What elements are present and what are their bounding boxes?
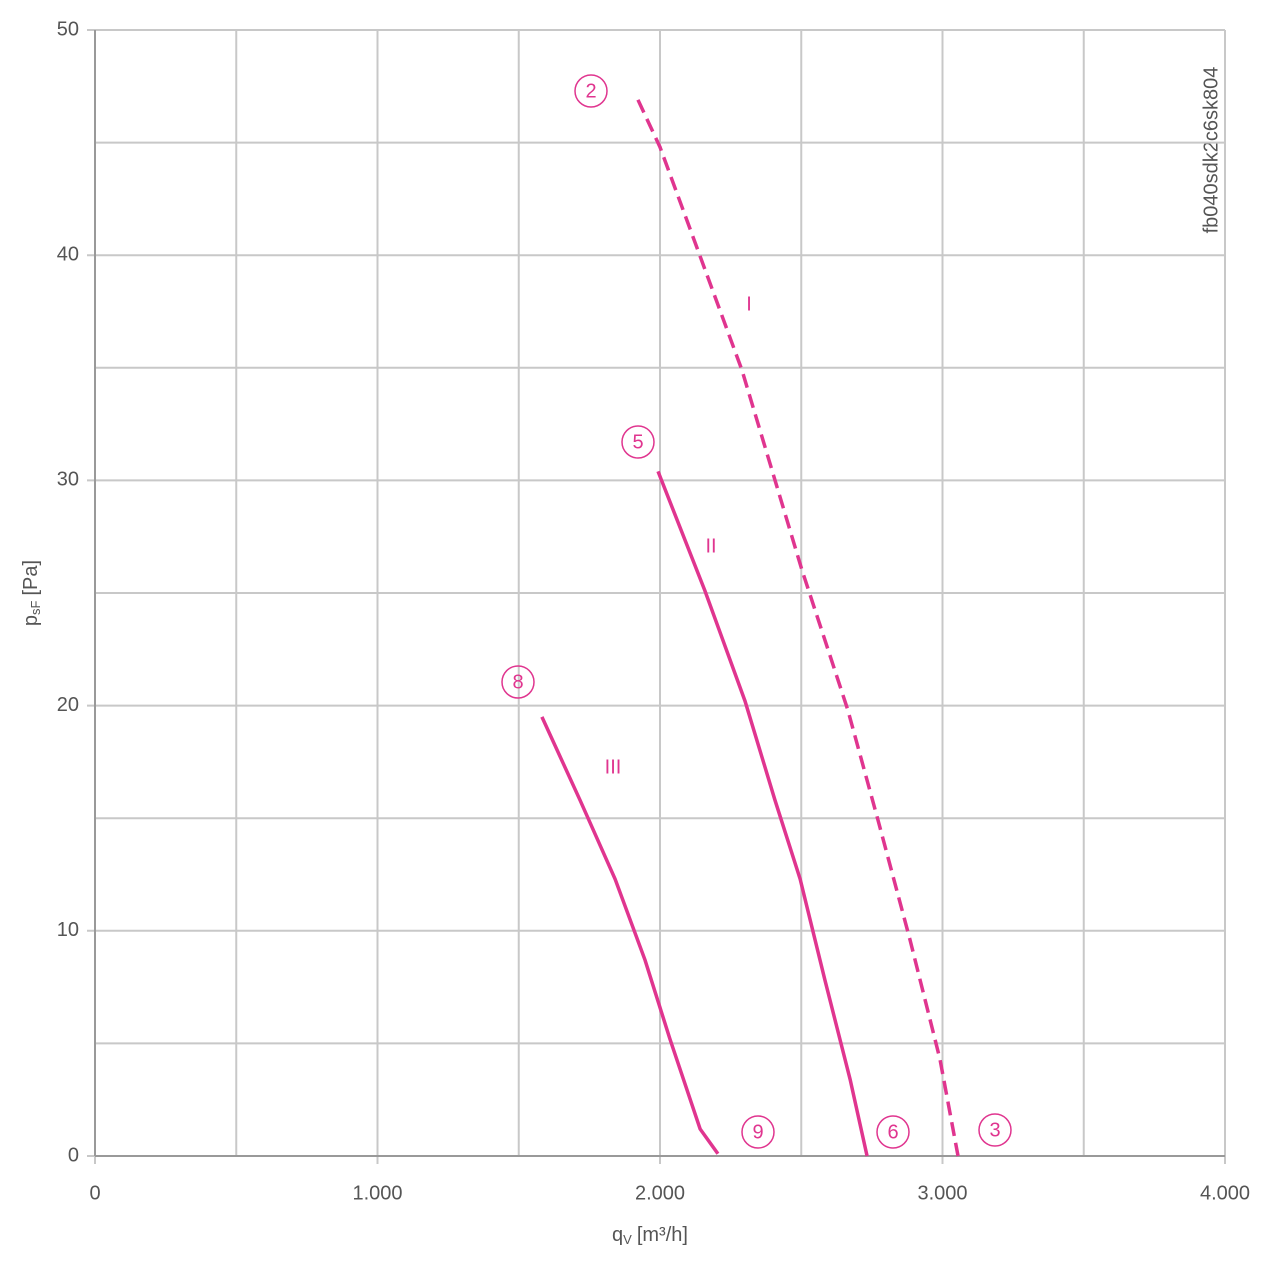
x-label-unit: [m³/h] bbox=[637, 1224, 688, 1246]
y-tick-label: 40 bbox=[57, 243, 79, 265]
fan-curve bbox=[656, 470, 869, 1157]
curve-label: I bbox=[746, 293, 752, 315]
x-tick-label: 3.000 bbox=[917, 1182, 967, 1204]
point-marker bbox=[501, 665, 535, 699]
point-marker bbox=[978, 1113, 1012, 1147]
y-tick-label: 50 bbox=[57, 18, 79, 40]
fan-curve bbox=[636, 99, 960, 1157]
point-label: 6 bbox=[887, 1121, 898, 1143]
point-marker bbox=[574, 74, 608, 108]
y-label-unit: [Pa] bbox=[20, 560, 42, 596]
x-tick-label: 1.000 bbox=[352, 1182, 402, 1204]
x-tick-label: 4.000 bbox=[1200, 1182, 1250, 1204]
y-tick-label: 20 bbox=[57, 694, 79, 716]
y-tick-label: 10 bbox=[57, 919, 79, 941]
y-label-main: p bbox=[20, 615, 42, 626]
point-label: 8 bbox=[512, 671, 523, 693]
side-code: fb040sdk2c6sk804 bbox=[1200, 67, 1222, 234]
point-label: 3 bbox=[989, 1119, 1000, 1141]
y-axis-label: psF [Pa] bbox=[20, 560, 43, 626]
x-tick-label: 2.000 bbox=[635, 1182, 685, 1204]
point-label: 5 bbox=[632, 431, 643, 453]
y-label-sub: sF bbox=[28, 600, 43, 615]
point-marker bbox=[741, 1115, 775, 1149]
x-tick-label: 0 bbox=[89, 1182, 100, 1204]
x-label-sub: V bbox=[623, 1232, 632, 1247]
point-marker bbox=[876, 1115, 910, 1149]
x-axis-label: qV [m³/h] bbox=[612, 1224, 688, 1247]
curve-label: III bbox=[605, 756, 622, 778]
point-marker bbox=[621, 425, 655, 459]
point-label: 9 bbox=[752, 1121, 763, 1143]
x-label-main: q bbox=[612, 1224, 623, 1246]
y-tick-label: 0 bbox=[68, 1144, 79, 1166]
curve-label: II bbox=[705, 535, 716, 557]
fan-curve bbox=[540, 716, 720, 1155]
point-label: 2 bbox=[585, 80, 596, 102]
y-tick-label: 30 bbox=[57, 469, 79, 491]
